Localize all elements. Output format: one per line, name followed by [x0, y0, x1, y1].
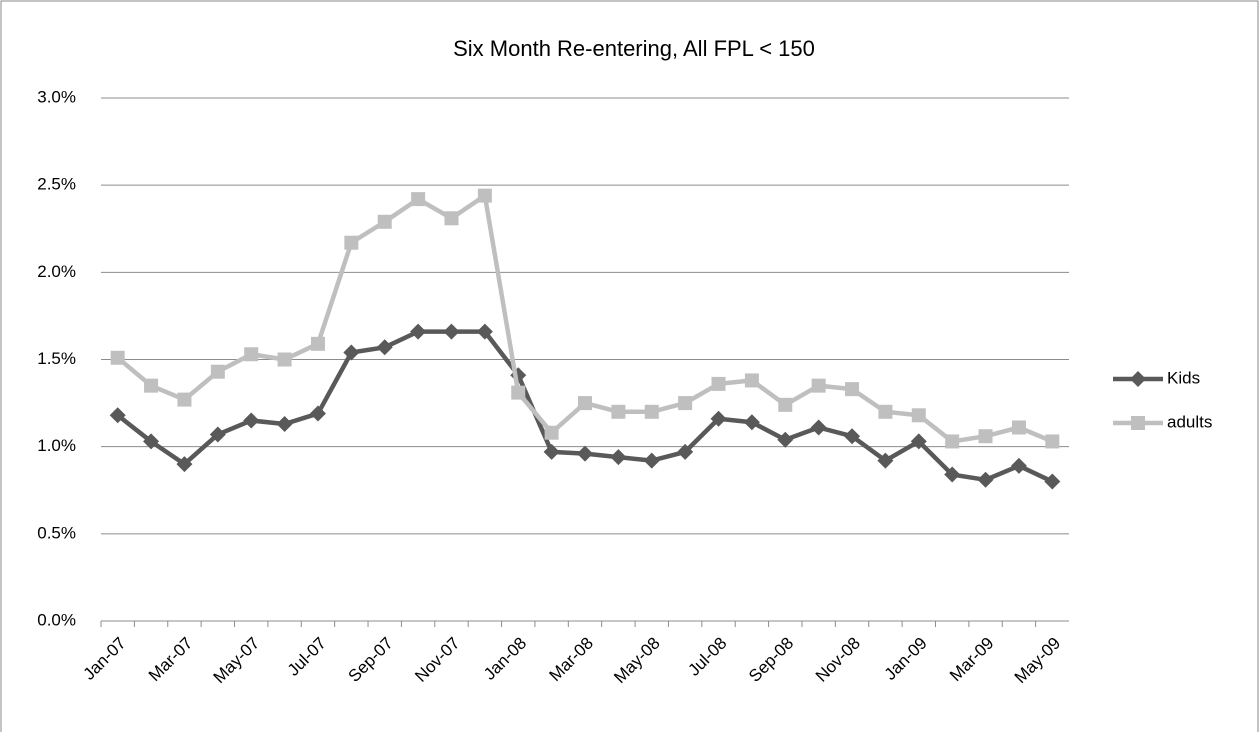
x-tick-label: Mar-07 [145, 634, 197, 686]
y-tick-label: 1.0% [37, 436, 76, 455]
x-tick-label: Jan-08 [480, 634, 530, 684]
data-point [710, 410, 727, 427]
data-point [377, 214, 392, 229]
data-point [1130, 371, 1146, 387]
data-point [309, 405, 326, 422]
data-point [277, 352, 292, 367]
x-tick-label: Jul-07 [284, 634, 330, 680]
data-point [743, 414, 760, 431]
data-point [910, 433, 927, 450]
data-point [176, 456, 193, 473]
data-point [610, 449, 627, 466]
y-tick-label: 0.0% [37, 610, 76, 629]
x-tick-label: Jul-08 [684, 634, 730, 680]
data-point [1010, 457, 1027, 474]
x-tick-label: Mar-08 [545, 634, 597, 686]
data-point [444, 211, 459, 226]
y-tick-label: 1.5% [37, 349, 76, 368]
data-point [443, 323, 460, 340]
data-point [243, 412, 260, 429]
data-point [110, 350, 125, 365]
data-point [344, 235, 359, 250]
data-point [744, 373, 759, 388]
data-point [845, 382, 860, 397]
data-point [476, 323, 493, 340]
data-point [209, 426, 226, 443]
x-tick-label: Nov-08 [812, 634, 864, 686]
data-point [411, 192, 426, 207]
data-point [210, 364, 225, 379]
x-tick-label: Sep-07 [345, 634, 397, 686]
data-point [244, 347, 259, 362]
data-point [144, 378, 159, 393]
data-point [577, 445, 593, 462]
x-tick-label: May-07 [210, 634, 264, 688]
data-point [511, 385, 526, 400]
data-point [477, 188, 492, 203]
data-point [310, 336, 325, 351]
data-point [644, 404, 659, 419]
data-point [177, 392, 192, 407]
data-point [977, 471, 994, 488]
y-tick-label: 2.0% [37, 262, 76, 281]
data-point [945, 434, 960, 449]
y-tick-label: 2.5% [37, 175, 76, 194]
data-point [611, 404, 626, 419]
x-tick-label: Jan-09 [881, 634, 931, 684]
data-point [1045, 434, 1060, 449]
legend-label: Kids [1167, 368, 1200, 387]
data-point [844, 428, 861, 445]
x-tick-label: May-08 [610, 634, 664, 688]
data-point [878, 404, 893, 419]
data-point [410, 323, 427, 340]
y-tick-label: 0.5% [37, 523, 76, 542]
data-point [578, 396, 592, 411]
data-point [811, 378, 826, 393]
legend-label: adults [1167, 412, 1212, 431]
x-tick-label: May-09 [1011, 634, 1065, 688]
data-point [376, 339, 393, 356]
data-point [678, 396, 693, 411]
data-point [544, 425, 559, 440]
x-tick-label: Nov-07 [411, 634, 463, 686]
x-tick-label: Sep-08 [745, 634, 797, 686]
data-point [643, 452, 660, 469]
chart-title: Six Month Re-entering, All FPL < 150 [453, 36, 815, 61]
data-point [276, 416, 293, 433]
data-point [1131, 416, 1145, 430]
x-tick-label: Jan-07 [79, 634, 129, 684]
data-point [1011, 420, 1026, 435]
data-point [543, 443, 560, 460]
data-point [778, 397, 793, 412]
data-point [677, 443, 694, 460]
y-tick-label: 3.0% [37, 87, 76, 106]
data-point [143, 433, 160, 450]
data-point [944, 466, 961, 483]
x-tick-label: Mar-09 [946, 634, 998, 686]
data-point [978, 429, 993, 444]
data-point [777, 431, 794, 448]
data-point [911, 408, 926, 423]
data-point [877, 452, 894, 469]
data-point [109, 407, 126, 424]
data-point [1044, 473, 1061, 490]
data-point [810, 419, 827, 436]
data-point [343, 344, 360, 361]
data-point [711, 376, 726, 391]
